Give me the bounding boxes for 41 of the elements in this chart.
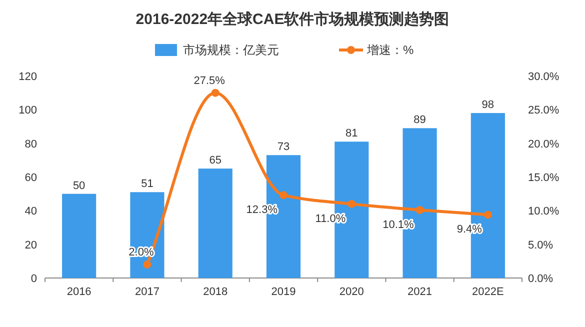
legend-label: 增速：% bbox=[366, 43, 414, 57]
data-label: 98 bbox=[482, 99, 494, 112]
y-tick-label: 40 bbox=[24, 206, 37, 218]
legend-label: 市场规模：亿美元 bbox=[183, 43, 279, 57]
y-tick-label: 60 bbox=[24, 172, 37, 184]
y2-tick-label: 0.0% bbox=[528, 273, 554, 285]
x-tick-label: 2018 bbox=[203, 286, 228, 298]
point bbox=[211, 88, 220, 97]
data-label: 27.5% bbox=[194, 74, 226, 87]
y2-tick-label: 20.0% bbox=[528, 138, 560, 150]
data-label: 51 bbox=[141, 178, 154, 190]
x-tick-label: 2019 bbox=[271, 286, 296, 298]
data-label: 73 bbox=[277, 141, 290, 154]
data-label: 89 bbox=[414, 114, 426, 126]
y-tick-label: 80 bbox=[24, 138, 37, 150]
bar bbox=[62, 194, 96, 278]
y2-tick-label: 15.0% bbox=[528, 172, 560, 184]
x-tick-label: 2016 bbox=[66, 286, 92, 298]
y-tick-label: 0 bbox=[30, 273, 37, 285]
x-tick-label: 2022E bbox=[472, 286, 504, 298]
y-tick-label: 100 bbox=[18, 104, 37, 117]
y2-tick-label: 10.0% bbox=[528, 206, 560, 218]
data-label: 65 bbox=[209, 154, 222, 167]
y-tick-label: 20 bbox=[24, 239, 37, 252]
point bbox=[348, 200, 356, 208]
data-label: 50 bbox=[72, 180, 86, 192]
point bbox=[416, 206, 424, 214]
x-tick-label: 2017 bbox=[134, 286, 160, 298]
y-tick-label: 120 bbox=[18, 71, 37, 83]
y2-tick-label: 30.0% bbox=[528, 71, 560, 83]
point bbox=[280, 191, 288, 200]
bar bbox=[198, 168, 232, 278]
y2-tick-label: 5.0% bbox=[528, 239, 554, 252]
x-tick-label: 2021 bbox=[408, 286, 432, 298]
data-label: 81 bbox=[346, 128, 358, 140]
point bbox=[143, 260, 152, 269]
point bbox=[484, 210, 492, 219]
y2-tick-label: 25.0% bbox=[528, 104, 560, 117]
x-tick-label: 2020 bbox=[339, 286, 364, 298]
chart-title: 2016-2022年全球CAE软件市场规模预测趋势图 bbox=[136, 10, 450, 28]
bar bbox=[130, 192, 164, 278]
